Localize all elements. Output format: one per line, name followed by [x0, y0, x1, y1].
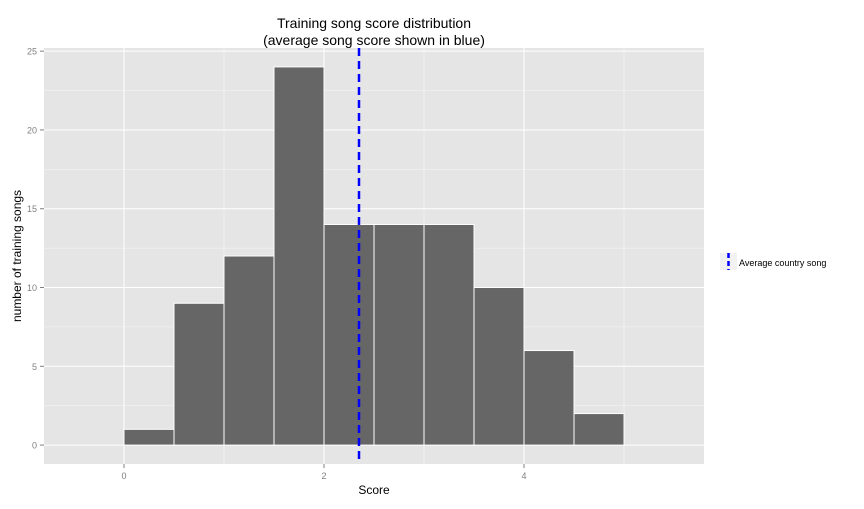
x-tick-label: 4 [521, 471, 526, 481]
histogram-bar [423, 223, 475, 446]
y-tick-label: 10 [27, 283, 37, 293]
histogram-bars [123, 66, 625, 446]
histogram-bar [573, 413, 625, 446]
y-axis-label: number of training songs [10, 190, 24, 322]
y-tick-label: 5 [32, 362, 37, 372]
x-tick-label: 0 [121, 471, 126, 481]
histogram-bar [473, 287, 525, 446]
y-axis-ticks: 0 5 10 15 20 25 [27, 47, 44, 451]
histogram-bar [223, 255, 275, 446]
x-tick-label: 2 [321, 471, 326, 481]
y-tick-label: 15 [27, 204, 37, 214]
histogram-bar [523, 350, 575, 446]
x-axis-label: Score [358, 483, 390, 497]
histogram-bar [273, 66, 325, 446]
legend-label: Average country song [739, 258, 826, 268]
histogram-bar [123, 428, 175, 446]
y-tick-label: 0 [32, 441, 37, 451]
y-tick-label: 25 [27, 47, 37, 57]
histogram-bar [173, 302, 225, 446]
x-axis-ticks: 0 2 4 [121, 464, 527, 481]
chart-title: Training song score distribution [277, 15, 471, 31]
legend: Average country song [720, 253, 826, 270]
chart-subtitle: (average song score shown in blue) [263, 32, 485, 48]
y-tick-label: 20 [27, 125, 37, 135]
histogram-bar [323, 223, 375, 446]
histogram-bar [373, 223, 425, 446]
